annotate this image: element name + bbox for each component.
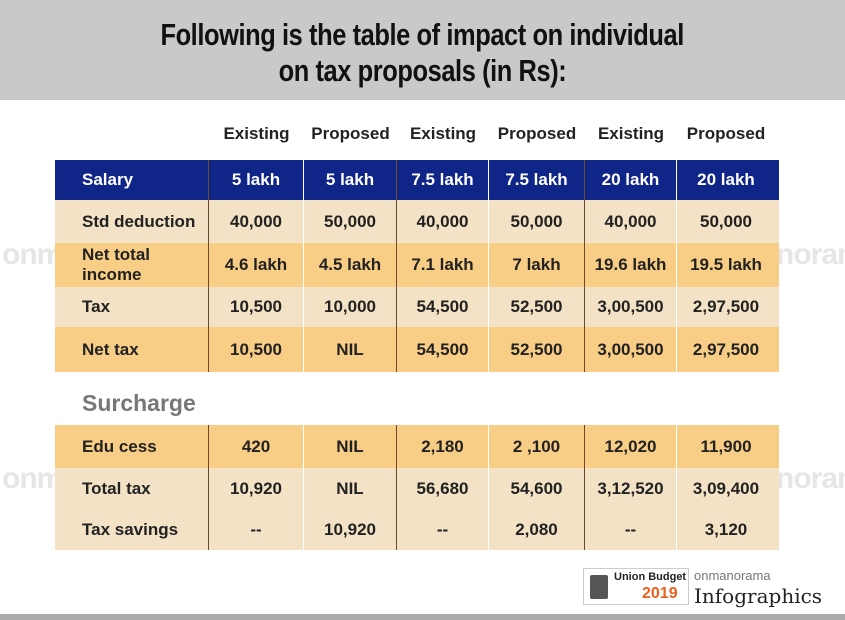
table-cell: 2,97,500 bbox=[692, 297, 760, 316]
table-cell: 5 lakh bbox=[209, 160, 304, 200]
table-cell: 52,500 bbox=[489, 327, 585, 372]
table-row: Salary 5 lakh 5 lakh 7.5 lakh 7.5 lakh 20 lak… bbox=[55, 160, 779, 200]
table-cell: 3,00,500 bbox=[585, 327, 677, 372]
union-budget-logo: Union Budget 2019 bbox=[583, 568, 689, 605]
row-label: Tax bbox=[55, 287, 209, 327]
table-cell: 40,000 bbox=[209, 200, 304, 243]
table-cell: 50,000 bbox=[304, 200, 397, 243]
column-header: Proposed bbox=[686, 124, 766, 143]
table-cell: 19.5 lakh bbox=[690, 255, 762, 274]
table-cell: 2,180 bbox=[397, 425, 489, 468]
table-cell: 50,000 bbox=[489, 200, 585, 243]
table-cell: 54,500 bbox=[397, 327, 489, 372]
table-cell: 7.5 lakh bbox=[489, 160, 585, 200]
table-row: Net total income 4.6 lakh 4.5 lakh 7.1 lakh… bbox=[55, 243, 779, 287]
row-label: Edu cess bbox=[55, 425, 209, 468]
table-cell: 4.6 lakh bbox=[209, 243, 304, 287]
row-label: Total tax bbox=[55, 468, 209, 510]
table-cell: 56,680 bbox=[397, 468, 489, 510]
table-cell: -- bbox=[209, 510, 304, 550]
table-cell: 10,920 bbox=[304, 510, 397, 550]
table-cell: 20 lakh bbox=[585, 160, 677, 200]
table-cell: 3,09,400 bbox=[692, 479, 760, 498]
table-cell: 40,000 bbox=[585, 200, 677, 243]
table-cell: 12,020 bbox=[585, 425, 677, 468]
table-cell: 3,12,520 bbox=[585, 468, 677, 510]
table-cell: 2,97,500 bbox=[692, 339, 760, 359]
table-cell: 54,600 bbox=[489, 468, 585, 510]
budget-line1: Union Budget bbox=[614, 571, 687, 583]
column-header: Existing bbox=[597, 124, 665, 143]
table-cell: 20 lakh bbox=[697, 170, 755, 189]
table-cell: -- bbox=[585, 510, 677, 550]
table-cell: 10,000 bbox=[304, 287, 397, 327]
column-header: Existing bbox=[409, 124, 477, 143]
row-label: Salary bbox=[55, 160, 209, 200]
table-cell: 52,500 bbox=[489, 287, 585, 327]
row-label: Net total income bbox=[55, 243, 209, 287]
column-header: Proposed bbox=[497, 124, 577, 143]
table-cell: 5 lakh bbox=[304, 160, 397, 200]
table-row: Tax 10,500 10,000 54,500 52,500 3,00,500 2,97,… bbox=[55, 287, 779, 327]
table-cell: 3,00,500 bbox=[585, 287, 677, 327]
table-row: Net tax 10,500 NIL 54,500 52,500 3,00,500 2,97… bbox=[55, 327, 779, 372]
table-cell: NIL bbox=[304, 468, 397, 510]
table-cell: 4.5 lakh bbox=[304, 243, 397, 287]
bottom-bar bbox=[0, 614, 845, 620]
table-row: Edu cess 420 NIL 2,180 2 ,100 12,020 11,900 bbox=[55, 425, 779, 468]
section-surcharge: Surcharge bbox=[82, 390, 196, 416]
title-line2: on tax proposals (in Rs): bbox=[278, 53, 567, 88]
table-cell: 7.1 lakh bbox=[397, 243, 489, 287]
title-line1: Following is the table of impact on indi… bbox=[160, 17, 685, 52]
table-row: Total tax 10,920 NIL 56,680 54,600 3,12,520 3,… bbox=[55, 468, 779, 510]
budget-line2: 2019 bbox=[642, 585, 678, 602]
table-cell: 2,080 bbox=[489, 510, 585, 550]
table-row: Tax savings -- 10,920 -- 2,080 -- 3,120 bbox=[55, 510, 779, 550]
infographics-logo: Infographics bbox=[694, 584, 823, 608]
table-cell: NIL bbox=[304, 425, 397, 468]
table-cell: 3,120 bbox=[704, 520, 748, 539]
table-cell: NIL bbox=[304, 327, 397, 372]
row-label: Tax savings bbox=[55, 510, 209, 550]
row-label: Std deduction bbox=[55, 200, 209, 243]
calculator-icon bbox=[590, 575, 608, 599]
table-cell: 10,500 bbox=[209, 287, 304, 327]
table-cell: 420 bbox=[209, 425, 304, 468]
column-header: Proposed bbox=[311, 124, 390, 143]
table-cell: 40,000 bbox=[397, 200, 489, 243]
table-cell: 7 lakh bbox=[489, 243, 585, 287]
row-label: Net tax bbox=[55, 327, 209, 372]
table-cell: -- bbox=[397, 510, 489, 550]
table-cell: 10,920 bbox=[209, 468, 304, 510]
table-cell: 50,000 bbox=[700, 211, 752, 231]
table-cell: 10,500 bbox=[209, 327, 304, 372]
table-cell: 54,500 bbox=[397, 287, 489, 327]
title-banner: Following is the table of impact on indi… bbox=[0, 0, 845, 100]
table-cell: 11,900 bbox=[700, 436, 752, 456]
table-cell: 2 ,100 bbox=[489, 425, 585, 468]
brand-logo: onmanorama bbox=[694, 568, 771, 583]
table-cell: 7.5 lakh bbox=[397, 160, 489, 200]
table-row: Std deduction 40,000 50,000 40,000 50,000 40,… bbox=[55, 200, 779, 243]
column-header: Existing bbox=[223, 124, 290, 143]
table-cell: 19.6 lakh bbox=[585, 243, 677, 287]
